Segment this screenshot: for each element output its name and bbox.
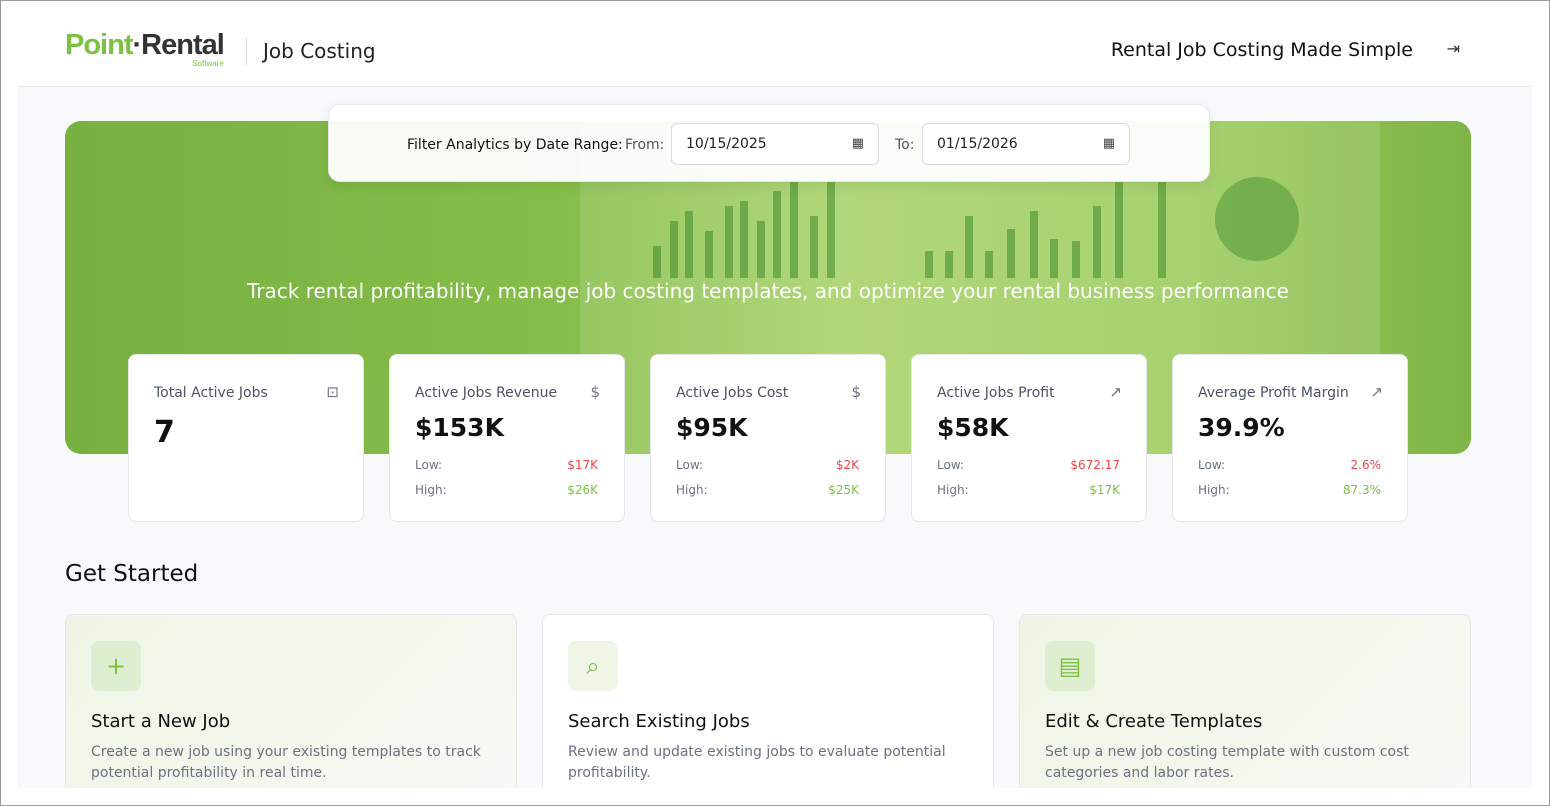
- high-value: $25K: [828, 483, 859, 497]
- search-icon: ⌕: [568, 641, 618, 691]
- stat-card-cost: Active Jobs Cost $ $95K Low: $2K High: $25…: [650, 354, 886, 522]
- low-value: 2.6%: [1350, 458, 1382, 472]
- search-existing-jobs-card[interactable]: ⌕ Search Existing Jobs Review and update…: [542, 614, 994, 788]
- high-value: $17K: [1089, 483, 1120, 497]
- high-row: High: $17K: [937, 483, 1120, 497]
- stat-title: Average Profit Margin: [1198, 385, 1349, 401]
- stat-card-total-active-jobs: Total Active Jobs ⊡ 7: [128, 354, 364, 522]
- low-label: Low:: [937, 458, 965, 472]
- high-row: High: 87.3%: [1198, 483, 1381, 497]
- plus-icon: +: [91, 641, 141, 691]
- action-title: Edit & Create Templates: [1045, 711, 1263, 732]
- high-row: High: $25K: [676, 483, 859, 497]
- stat-card-revenue: Active Jobs Revenue $ $153K Low: $17K Hig…: [389, 354, 625, 522]
- low-value: $2K: [835, 458, 859, 472]
- action-description: Review and update existing jobs to evalu…: [568, 744, 946, 781]
- high-row: High: $26K: [415, 483, 598, 497]
- stat-title: Total Active Jobs: [154, 385, 268, 401]
- get-started-heading: Get Started: [65, 561, 199, 587]
- tagline: Rental Job Costing Made Simple: [1110, 39, 1413, 61]
- from-date-value: 10/15/2025: [686, 136, 767, 152]
- stat-card-margin: Average Profit Margin ↗ 39.9% Low: 2.6% H…: [1172, 354, 1408, 522]
- action-title: Start a New Job: [91, 711, 231, 732]
- filter-label: Filter Analytics by Date Range:: [407, 137, 623, 153]
- high-value: $26K: [567, 483, 598, 497]
- calendar-icon[interactable]: ▦: [1102, 136, 1115, 151]
- low-label: Low:: [415, 458, 443, 472]
- stat-value: $58K: [937, 413, 1009, 442]
- from-label: From:: [625, 137, 665, 153]
- logo[interactable]: Point·Rental Software: [65, 29, 225, 68]
- high-label: High:: [676, 483, 708, 497]
- high-label: High:: [1198, 483, 1230, 497]
- logout-icon[interactable]: ⇥: [1446, 39, 1460, 58]
- app: Point·Rental Software Job Costing Rental …: [18, 1, 1532, 788]
- document-icon: ▤: [1045, 641, 1095, 691]
- header: Point·Rental Software Job Costing Rental …: [18, 1, 1532, 87]
- stat-title: Active Jobs Profit: [937, 385, 1055, 401]
- stat-value: 39.9%: [1198, 413, 1285, 442]
- low-value: $17K: [567, 458, 598, 472]
- to-date-value: 01/15/2026: [937, 136, 1018, 152]
- calendar-icon[interactable]: ▦: [851, 136, 864, 151]
- to-date-input[interactable]: 01/15/2026 ▦: [922, 123, 1130, 165]
- stat-title: Active Jobs Revenue: [415, 385, 558, 401]
- high-label: High:: [937, 483, 969, 497]
- app-title: Job Costing: [263, 39, 376, 63]
- to-label: To:: [895, 137, 915, 153]
- from-date-input[interactable]: 10/15/2025 ▦: [671, 123, 879, 165]
- start-new-job-card[interactable]: + Start a New Job Create a new job using…: [65, 614, 517, 788]
- trending-up-icon: ↗: [1370, 383, 1383, 401]
- stat-title: Active Jobs Cost: [676, 385, 789, 401]
- divider: [246, 37, 247, 65]
- action-title: Search Existing Jobs: [568, 711, 750, 732]
- briefcase-icon: ⊡: [326, 383, 339, 401]
- action-description: Create a new job using your existing tem…: [91, 744, 481, 781]
- stat-card-profit: Active Jobs Profit ↗ $58K Low: $672.17 Hi…: [911, 354, 1147, 522]
- low-value: $672.17: [1070, 458, 1120, 472]
- low-row: Low: $2K: [676, 458, 859, 472]
- edit-templates-card[interactable]: ▤ Edit & Create Templates Set up a new j…: [1019, 614, 1471, 788]
- high-label: High:: [415, 483, 447, 497]
- stat-value: $95K: [676, 413, 748, 442]
- stat-value: $153K: [415, 413, 504, 442]
- trending-up-icon: ↗: [1109, 383, 1122, 401]
- dollar-icon: $: [851, 383, 861, 401]
- dollar-icon: $: [590, 383, 600, 401]
- low-row: Low: $672.17: [937, 458, 1120, 472]
- low-label: Low:: [676, 458, 704, 472]
- high-value: 87.3%: [1342, 483, 1381, 497]
- low-row: Low: 2.6%: [1198, 458, 1381, 472]
- action-description: Set up a new job costing template with c…: [1045, 744, 1409, 781]
- low-row: Low: $17K: [415, 458, 598, 472]
- hero-text: Track rental profitability, manage job c…: [247, 279, 1289, 303]
- low-label: Low:: [1198, 458, 1226, 472]
- date-filter: Filter Analytics by Date Range: From: 10…: [328, 104, 1210, 182]
- stat-value: 7: [154, 415, 175, 450]
